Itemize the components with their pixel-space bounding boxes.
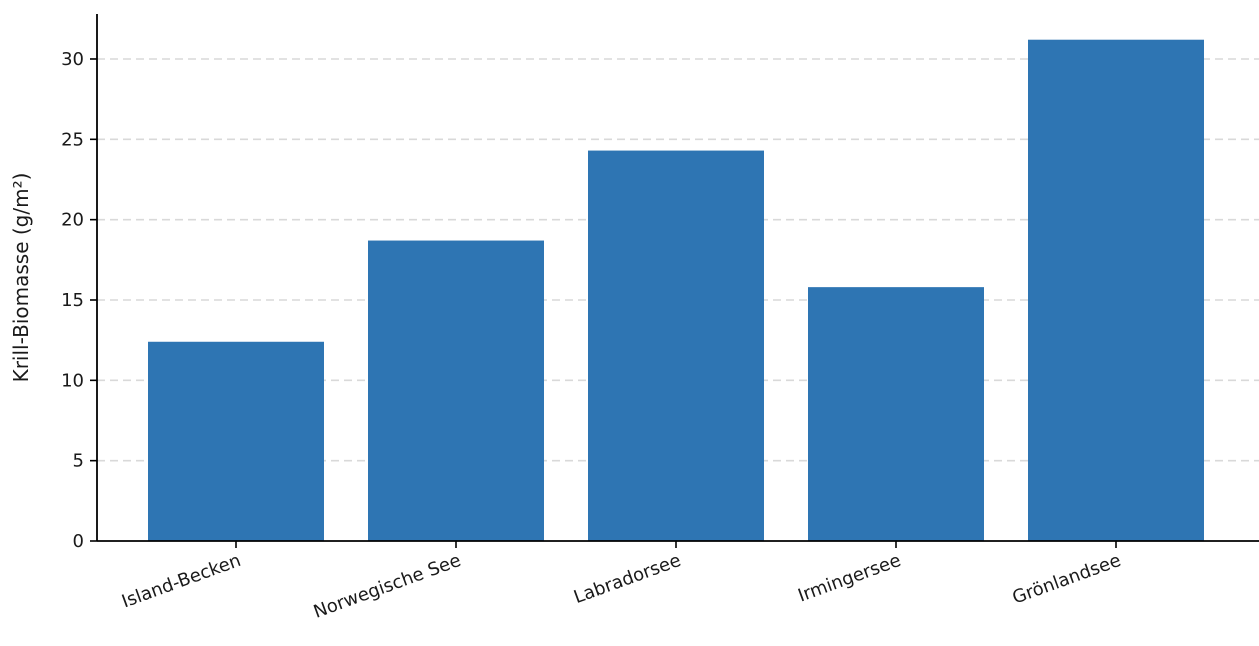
bar-3 bbox=[808, 287, 984, 541]
bar-1 bbox=[368, 240, 544, 542]
bar-2 bbox=[588, 150, 764, 541]
y-axis-title: Krill-Biomasse (g/m²) bbox=[9, 173, 33, 383]
y-tick-label: 5 bbox=[73, 451, 84, 472]
x-tick-label: Grönlandsee bbox=[1010, 550, 1124, 609]
x-tick-label: Norwegische See bbox=[311, 550, 464, 623]
x-tick-label: Irmingersee bbox=[795, 550, 903, 607]
x-tick-label: Labradorsee bbox=[571, 550, 684, 608]
y-tick-label: 0 bbox=[73, 531, 84, 552]
y-ticks: 0 5 10 15 20 25 30 bbox=[61, 49, 97, 552]
axes bbox=[96, 14, 1259, 542]
y-tick-label: 20 bbox=[61, 210, 84, 231]
y-tick-label: 15 bbox=[61, 290, 84, 311]
bar-0 bbox=[148, 341, 324, 541]
x-ticks: Island-Becken Norwegische See Labradorsee I… bbox=[119, 541, 1124, 623]
y-tick-label: 30 bbox=[61, 49, 84, 70]
bar-4 bbox=[1028, 39, 1204, 542]
y-tick-label: 25 bbox=[61, 129, 84, 150]
y-tick-label: 10 bbox=[61, 370, 84, 391]
bars bbox=[148, 39, 1204, 542]
x-tick-label: Island-Becken bbox=[119, 550, 244, 612]
